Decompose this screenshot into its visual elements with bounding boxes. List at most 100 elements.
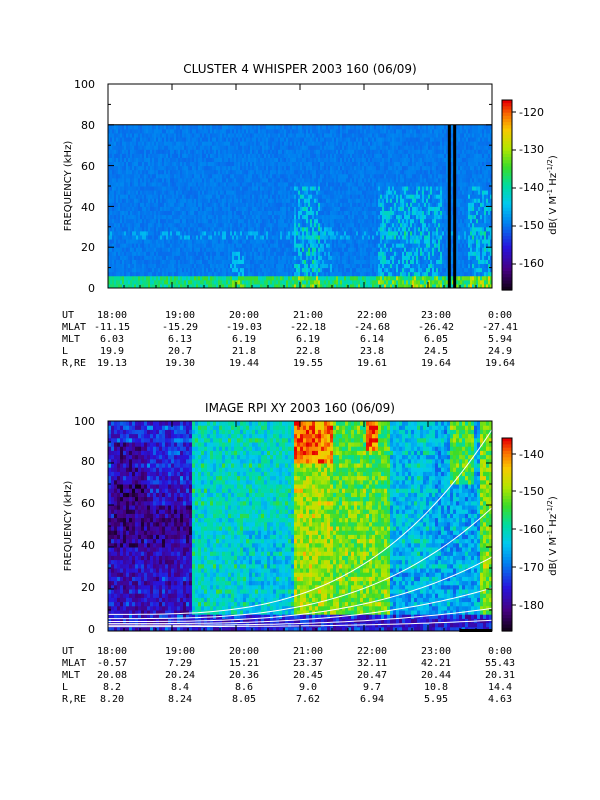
spectrogram-cell bbox=[302, 132, 305, 138]
spectrogram-cell bbox=[166, 275, 169, 281]
spectrogram-cell bbox=[122, 145, 125, 150]
spectrogram-cell bbox=[260, 247, 263, 252]
spectrogram-cell bbox=[290, 275, 293, 281]
spectrogram-cell bbox=[268, 218, 271, 224]
spectrogram-cell bbox=[206, 169, 209, 175]
spectrogram-cell bbox=[212, 247, 215, 252]
spectrogram-cell bbox=[230, 194, 233, 199]
spectrogram-cell bbox=[302, 165, 305, 171]
spectrogram-cell bbox=[132, 181, 135, 187]
spectrogram-cell bbox=[344, 275, 347, 281]
spectrogram-cell bbox=[286, 161, 289, 167]
spectrogram-cell bbox=[214, 161, 217, 167]
spectrogram-cell bbox=[284, 283, 287, 289]
spectrogram-cell bbox=[342, 161, 345, 167]
spectrogram-cell bbox=[180, 255, 183, 260]
spectrogram-cell bbox=[214, 169, 217, 175]
spectrogram-cell bbox=[144, 210, 147, 216]
spectrogram-cell bbox=[298, 173, 301, 179]
spectrogram-cell bbox=[248, 243, 251, 248]
spectrogram-cell bbox=[180, 234, 183, 240]
spectrogram-cell bbox=[170, 145, 173, 150]
spectrogram-cell bbox=[180, 128, 183, 134]
spectrogram-cell bbox=[138, 198, 141, 203]
spectrogram-cell bbox=[316, 263, 319, 269]
spectrogram-cell bbox=[160, 210, 163, 216]
spectrogram-cell bbox=[196, 275, 199, 281]
spectrogram-cell bbox=[258, 153, 261, 158]
spectrogram-cell bbox=[302, 181, 305, 187]
spectrogram-cell bbox=[188, 161, 191, 167]
spectrogram-cell bbox=[208, 186, 211, 191]
spectrogram-cell bbox=[204, 275, 207, 281]
spectrogram-cell bbox=[170, 181, 173, 187]
spectrogram-cell bbox=[312, 141, 315, 146]
spectrogram-cell bbox=[154, 169, 157, 175]
spectrogram-cell bbox=[166, 226, 169, 232]
spectrogram-cell bbox=[178, 177, 181, 183]
spectrogram-cell bbox=[286, 194, 289, 199]
spectrogram-cell bbox=[262, 186, 265, 191]
spectrogram-cell bbox=[174, 177, 177, 183]
spectrogram-cell bbox=[292, 124, 295, 130]
spectrogram-cell bbox=[328, 194, 331, 199]
spectrogram-cell bbox=[306, 279, 309, 285]
spectrogram-cell bbox=[320, 141, 323, 146]
spectrogram-cell bbox=[250, 149, 253, 154]
spectrogram-cell bbox=[130, 255, 133, 260]
spectrogram-cell bbox=[162, 251, 165, 256]
spectrogram-cell bbox=[314, 271, 317, 277]
spectrogram-cell bbox=[308, 137, 311, 142]
spectrogram-cell bbox=[344, 267, 347, 273]
spectrogram-cell bbox=[178, 239, 181, 244]
spectrogram-cell bbox=[280, 275, 283, 281]
spectrogram-cell bbox=[350, 190, 353, 195]
spectrogram-cell bbox=[246, 210, 249, 216]
spectrogram-cell bbox=[138, 128, 141, 134]
spectrogram-cell bbox=[126, 132, 129, 138]
spectrogram-cell bbox=[182, 194, 185, 199]
spectrogram-cell bbox=[350, 247, 353, 252]
spectrogram-cell bbox=[198, 137, 201, 142]
spectrogram-cell bbox=[244, 169, 247, 175]
spectrogram-cell bbox=[354, 239, 357, 244]
spectrogram-cell bbox=[178, 153, 181, 158]
spectrogram-cell bbox=[246, 222, 249, 228]
spectrogram-cell bbox=[164, 202, 167, 207]
spectrogram-cell bbox=[352, 255, 355, 260]
spectrogram-cell bbox=[184, 190, 187, 195]
spectrogram-cell bbox=[134, 279, 137, 285]
spectrogram-cell bbox=[188, 124, 191, 130]
spectrogram-cell bbox=[114, 234, 117, 240]
spectrogram-cell bbox=[148, 145, 151, 150]
spectrogram-cell bbox=[212, 230, 215, 236]
spectrogram-cell bbox=[158, 141, 161, 146]
spectrogram-cell bbox=[202, 279, 205, 285]
spectrogram-cell bbox=[312, 267, 315, 273]
spectrogram-cell bbox=[150, 124, 153, 130]
spectrogram-cell bbox=[124, 275, 127, 281]
spectrogram-cell bbox=[212, 149, 215, 154]
spectrogram-cell bbox=[162, 137, 165, 142]
spectrogram-cell bbox=[356, 263, 359, 269]
spectrogram-cell bbox=[320, 259, 323, 265]
spectrogram-cell bbox=[286, 173, 289, 179]
spectrogram-cell bbox=[290, 255, 293, 260]
spectrogram-cell bbox=[300, 279, 303, 285]
spectrogram-cell bbox=[144, 141, 147, 146]
spectrogram-cell bbox=[216, 186, 219, 191]
spectrogram-cell bbox=[130, 275, 133, 281]
spectrogram-cell bbox=[216, 243, 219, 248]
spectrogram-cell bbox=[224, 251, 227, 256]
spectrogram-cell bbox=[316, 226, 319, 232]
spectrogram-cell bbox=[342, 190, 345, 195]
spectrogram-cell bbox=[336, 247, 339, 252]
spectrogram-cell bbox=[254, 149, 257, 154]
spectrogram-cell bbox=[274, 165, 277, 171]
spectrogram-cell bbox=[146, 279, 149, 285]
spectrogram-cell bbox=[270, 255, 273, 260]
spectrogram-cell bbox=[356, 214, 359, 220]
spectrogram-cell bbox=[296, 218, 299, 224]
spectrogram-cell bbox=[274, 161, 277, 167]
spectrogram-cell bbox=[210, 194, 213, 199]
